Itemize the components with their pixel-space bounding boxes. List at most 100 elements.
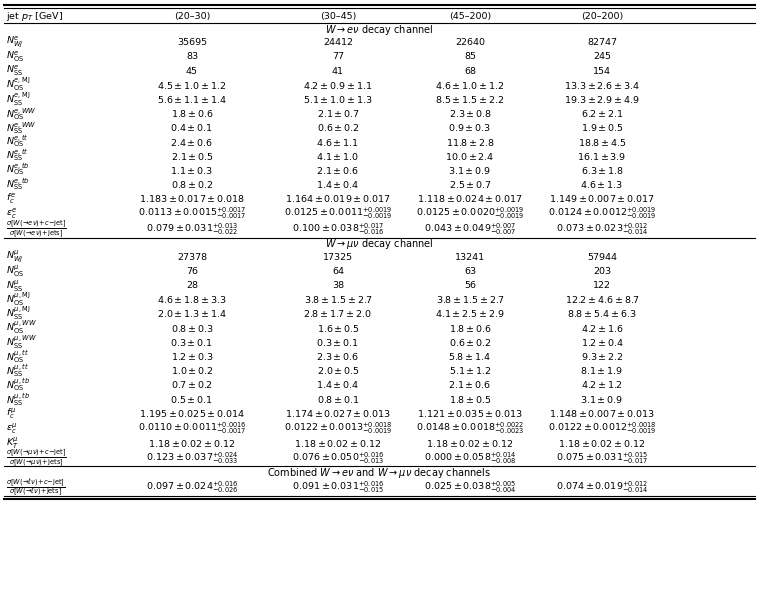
Text: $1.18\pm0.02\pm0.12$: $1.18\pm0.02\pm0.12$ <box>558 438 646 449</box>
Text: $0.8\pm0.2$: $0.8\pm0.2$ <box>171 179 213 190</box>
Text: $3.1\pm0.9$: $3.1\pm0.9$ <box>581 394 624 405</box>
Text: $\frac{\sigma[W(\!\to\!\mu\nu)\!+\!c\mathrm{-jet}]}{\sigma[W(\!\to\!\mu\nu)\!+\!: $\frac{\sigma[W(\!\to\!\mu\nu)\!+\!c\mat… <box>6 448 67 468</box>
Text: $N^{\mu,\mathrm{MJ}}_{\mathrm{OS}}$: $N^{\mu,\mathrm{MJ}}_{\mathrm{OS}}$ <box>6 291 30 308</box>
Text: $2.5\pm0.7$: $2.5\pm0.7$ <box>449 179 491 190</box>
Text: 27378: 27378 <box>177 253 207 262</box>
Text: $13.3\pm2.6\pm3.4$: $13.3\pm2.6\pm3.4$ <box>564 80 640 91</box>
Text: $1.2\pm0.3$: $1.2\pm0.3$ <box>171 351 213 362</box>
Text: 22640: 22640 <box>455 38 485 47</box>
Text: $2.0\pm1.3\pm1.4$: $2.0\pm1.3\pm1.4$ <box>157 309 227 319</box>
Text: $K^{\mu}_{T}$: $K^{\mu}_{T}$ <box>6 435 19 451</box>
Text: 45: 45 <box>186 67 198 76</box>
Text: (45–200): (45–200) <box>449 12 491 21</box>
Text: $1.183\pm0.017\pm0.018$: $1.183\pm0.017\pm0.018$ <box>139 193 245 204</box>
Text: $5.1\pm1.0\pm1.3$: $5.1\pm1.0\pm1.3$ <box>303 94 373 105</box>
Text: $0.3\pm0.1$: $0.3\pm0.1$ <box>171 337 213 348</box>
Text: $2.3\pm0.8$: $2.3\pm0.8$ <box>449 108 492 119</box>
Text: $0.100\pm0.038^{+0.017}_{-0.016}$: $0.100\pm0.038^{+0.017}_{-0.016}$ <box>291 222 384 237</box>
Text: $1.9\pm0.5$: $1.9\pm0.5$ <box>581 122 623 134</box>
Text: 77: 77 <box>332 52 344 61</box>
Text: $N^{\mu,WW}_{\mathrm{OS}}$: $N^{\mu,WW}_{\mathrm{OS}}$ <box>6 320 36 337</box>
Text: 28: 28 <box>186 281 198 290</box>
Text: $19.3\pm2.9\pm4.9$: $19.3\pm2.9\pm4.9$ <box>564 94 640 105</box>
Text: $N^{\mu,tb}_{\mathrm{SS}}$: $N^{\mu,tb}_{\mathrm{SS}}$ <box>6 391 30 408</box>
Text: $2.0\pm0.5$: $2.0\pm0.5$ <box>317 365 360 376</box>
Text: $2.1\pm0.7$: $2.1\pm0.7$ <box>317 108 359 119</box>
Text: $N^{e,WW}_{\mathrm{OS}}$: $N^{e,WW}_{\mathrm{OS}}$ <box>6 105 36 122</box>
Text: $0.079\pm0.031^{+0.013}_{-0.022}$: $0.079\pm0.031^{+0.013}_{-0.022}$ <box>146 222 238 237</box>
Text: $1.8\pm0.6$: $1.8\pm0.6$ <box>449 322 492 334</box>
Text: 63: 63 <box>464 267 476 276</box>
Text: $\frac{\sigma[W(\!\to\!\ell\nu)\!+\!c\mathrm{-jet}]}{\sigma[W(\!\to\!\ell\nu)\!+: $\frac{\sigma[W(\!\to\!\ell\nu)\!+\!c\ma… <box>6 477 65 498</box>
Text: $8.8\pm5.4\pm6.3$: $8.8\pm5.4\pm6.3$ <box>567 309 637 319</box>
Text: $N^{\mu}_{Wj}$: $N^{\mu}_{Wj}$ <box>6 249 24 265</box>
Text: $0.8\pm0.3$: $0.8\pm0.3$ <box>171 322 213 334</box>
Text: $0.5\pm0.1$: $0.5\pm0.1$ <box>171 394 213 405</box>
Text: 122: 122 <box>593 281 611 290</box>
Text: 35695: 35695 <box>177 38 207 47</box>
Text: $3.8\pm1.5\pm2.7$: $3.8\pm1.5\pm2.7$ <box>304 294 373 305</box>
Text: $4.1\pm1.0$: $4.1\pm1.0$ <box>317 151 360 162</box>
Text: $4.1\pm2.5\pm2.9$: $4.1\pm2.5\pm2.9$ <box>435 309 505 319</box>
Text: (20–30): (20–30) <box>174 12 210 21</box>
Text: $W \rightarrow e\nu$ decay channel: $W \rightarrow e\nu$ decay channel <box>326 23 433 37</box>
Text: $0.0122\pm0.0013^{+0.0018}_{-0.0019}$: $0.0122\pm0.0013^{+0.0018}_{-0.0019}$ <box>284 421 392 436</box>
Text: $1.8\pm0.6$: $1.8\pm0.6$ <box>171 108 213 119</box>
Text: 24412: 24412 <box>323 38 353 47</box>
Text: $N^{e,tb}_{\mathrm{SS}}$: $N^{e,tb}_{\mathrm{SS}}$ <box>6 176 30 193</box>
Text: $\frac{\sigma[W(\!\to\! e\nu)\!+\!c\mathrm{-jet}]}{\sigma[W(\!\to\! e\nu)\!+\!\m: $\frac{\sigma[W(\!\to\! e\nu)\!+\!c\math… <box>6 219 67 240</box>
Text: $0.6\pm0.2$: $0.6\pm0.2$ <box>449 337 491 348</box>
Text: $0.9\pm0.3$: $0.9\pm0.3$ <box>449 122 492 134</box>
Text: $2.8\pm1.7\pm2.0$: $2.8\pm1.7\pm2.0$ <box>304 309 373 319</box>
Text: $8.1\pm1.9$: $8.1\pm1.9$ <box>581 365 624 376</box>
Text: $2.3\pm0.6$: $2.3\pm0.6$ <box>317 351 360 362</box>
Text: $N^{e,tb}_{\mathrm{OS}}$: $N^{e,tb}_{\mathrm{OS}}$ <box>6 162 30 178</box>
Text: $4.2\pm1.2$: $4.2\pm1.2$ <box>581 380 623 390</box>
Text: $4.2\pm1.6$: $4.2\pm1.6$ <box>581 322 623 334</box>
Text: $W \rightarrow \mu\nu$ decay channel: $W \rightarrow \mu\nu$ decay channel <box>326 237 433 252</box>
Text: $N^{\mu,tt}_{\mathrm{OS}}$: $N^{\mu,tt}_{\mathrm{OS}}$ <box>6 348 29 365</box>
Text: $0.8\pm0.1$: $0.8\pm0.1$ <box>317 394 359 405</box>
Text: $5.8\pm1.4$: $5.8\pm1.4$ <box>449 351 492 362</box>
Text: $1.0\pm0.2$: $1.0\pm0.2$ <box>171 365 213 376</box>
Text: $2.1\pm0.5$: $2.1\pm0.5$ <box>171 151 213 162</box>
Text: $1.118\pm0.024\pm0.017$: $1.118\pm0.024\pm0.017$ <box>417 193 523 204</box>
Text: 68: 68 <box>464 67 476 76</box>
Text: $N^{e,\mathrm{MJ}}_{\mathrm{SS}}$: $N^{e,\mathrm{MJ}}_{\mathrm{SS}}$ <box>6 91 30 108</box>
Text: $2.4\pm0.6$: $2.4\pm0.6$ <box>171 136 213 147</box>
Text: $1.164\pm0.019\pm0.017$: $1.164\pm0.019\pm0.017$ <box>285 193 391 204</box>
Text: $3.1\pm0.9$: $3.1\pm0.9$ <box>449 165 492 176</box>
Text: $6.3\pm1.8$: $6.3\pm1.8$ <box>581 165 623 176</box>
Text: $0.0113\pm0.0015^{+0.0017}_{-0.0017}$: $0.0113\pm0.0015^{+0.0017}_{-0.0017}$ <box>138 206 246 221</box>
Text: 41: 41 <box>332 67 344 76</box>
Text: $N^{\mu,WW}_{\mathrm{SS}}$: $N^{\mu,WW}_{\mathrm{SS}}$ <box>6 334 36 350</box>
Text: jet $p_T$ [GeV]: jet $p_T$ [GeV] <box>6 10 63 23</box>
Text: $16.1\pm3.9$: $16.1\pm3.9$ <box>578 151 627 162</box>
Text: $f^{e}_{c}$: $f^{e}_{c}$ <box>6 191 16 206</box>
Text: 82747: 82747 <box>587 38 617 47</box>
Text: $1.174\pm0.027\pm0.013$: $1.174\pm0.027\pm0.013$ <box>285 408 391 419</box>
Text: $9.3\pm2.2$: $9.3\pm2.2$ <box>581 351 623 362</box>
Text: $1.148\pm0.007\pm0.013$: $1.148\pm0.007\pm0.013$ <box>549 408 655 419</box>
Text: $4.6\pm1.8\pm3.3$: $4.6\pm1.8\pm3.3$ <box>157 294 227 305</box>
Text: $6.2\pm2.1$: $6.2\pm2.1$ <box>581 108 623 119</box>
Text: $0.097\pm0.024^{+0.016}_{-0.026}$: $0.097\pm0.024^{+0.016}_{-0.026}$ <box>146 480 238 495</box>
Text: $0.0125\pm0.0011^{+0.0019}_{-0.0019}$: $0.0125\pm0.0011^{+0.0019}_{-0.0019}$ <box>284 206 392 221</box>
Text: $0.074\pm0.019^{+0.012}_{-0.014}$: $0.074\pm0.019^{+0.012}_{-0.014}$ <box>556 480 648 495</box>
Text: 56: 56 <box>464 281 476 290</box>
Text: 83: 83 <box>186 52 198 61</box>
Text: $0.4\pm0.1$: $0.4\pm0.1$ <box>171 122 213 134</box>
Text: $0.025\pm0.038^{+0.005}_{-0.004}$: $0.025\pm0.038^{+0.005}_{-0.004}$ <box>424 480 516 495</box>
Text: 38: 38 <box>332 281 344 290</box>
Text: $N^{e,\mathrm{MJ}}_{\mathrm{OS}}$: $N^{e,\mathrm{MJ}}_{\mathrm{OS}}$ <box>6 77 30 94</box>
Text: $0.000\pm0.058^{+0.014}_{-0.008}$: $0.000\pm0.058^{+0.014}_{-0.008}$ <box>424 451 516 466</box>
Text: 57944: 57944 <box>587 253 617 262</box>
Text: $0.0124\pm0.0012^{+0.0019}_{-0.0019}$: $0.0124\pm0.0012^{+0.0019}_{-0.0019}$ <box>548 206 657 221</box>
Text: $0.0125\pm0.0020^{+0.0019}_{-0.0019}$: $0.0125\pm0.0020^{+0.0019}_{-0.0019}$ <box>416 206 524 221</box>
Text: $2.1\pm0.6$: $2.1\pm0.6$ <box>317 165 360 176</box>
Text: $N^{e,tt}_{\mathrm{SS}}$: $N^{e,tt}_{\mathrm{SS}}$ <box>6 148 29 164</box>
Text: $1.6\pm0.5$: $1.6\pm0.5$ <box>317 322 360 334</box>
Text: $2.1\pm0.6$: $2.1\pm0.6$ <box>449 380 492 390</box>
Text: $11.8\pm2.8$: $11.8\pm2.8$ <box>446 136 494 147</box>
Text: $N^{\mu,tt}_{\mathrm{SS}}$: $N^{\mu,tt}_{\mathrm{SS}}$ <box>6 362 29 379</box>
